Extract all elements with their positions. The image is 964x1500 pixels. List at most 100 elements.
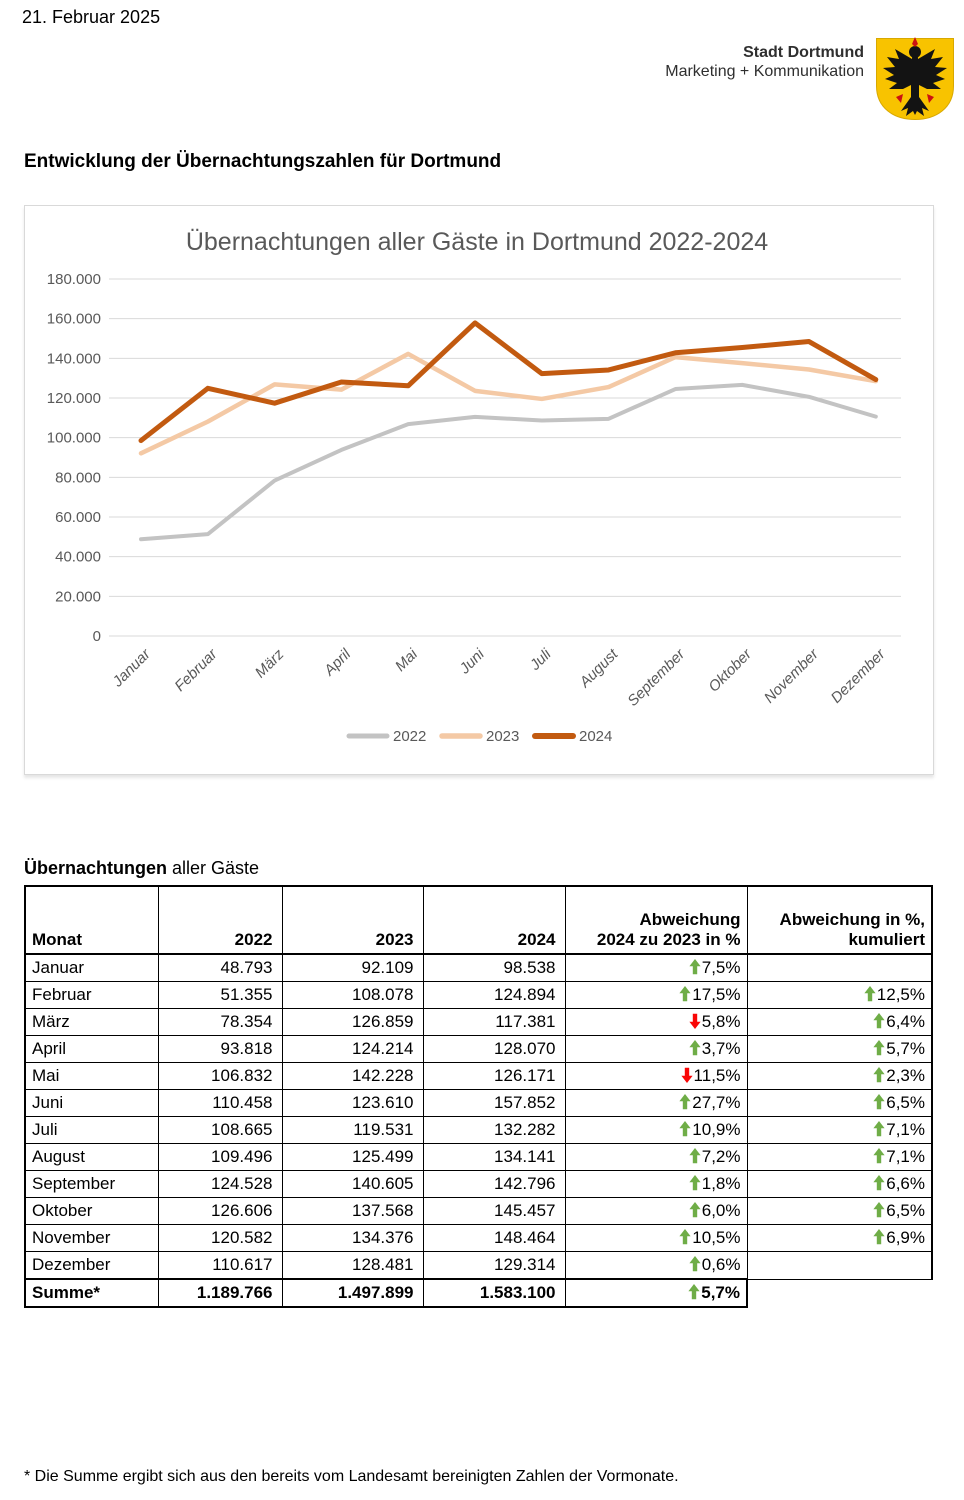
arrow-up-icon <box>873 1202 885 1218</box>
header-monat: Monat <box>24 885 159 955</box>
y-tick-label: 140.000 <box>47 350 101 367</box>
table-row: März 78.354 126.859 117.381 5,8% 6,4% <box>24 1008 933 1036</box>
cell-deviation: 0,6% <box>564 1251 748 1280</box>
cell-2024: 1.583.100 <box>422 1278 566 1308</box>
arrow-up-icon <box>873 1229 885 1245</box>
y-tick-label: 180.000 <box>47 271 101 288</box>
legend-label-2022: 2022 <box>393 728 426 745</box>
arrow-down-icon <box>689 1013 701 1029</box>
cell-month: September <box>24 1170 159 1198</box>
cell-2024: 124.894 <box>422 981 566 1009</box>
arrow-up-icon <box>689 1256 701 1272</box>
cell-cumulated <box>746 1251 933 1280</box>
x-tick-label: Dezember <box>828 645 890 707</box>
cell-deviation: 11,5% <box>564 1062 748 1090</box>
cell-cumulated: 12,5% <box>746 981 933 1009</box>
org-logo-text: Stadt Dortmund Marketing + Kommunikation <box>665 43 864 81</box>
cell-cumulated: 6,9% <box>746 1224 933 1252</box>
cell-2022: 51.355 <box>157 981 283 1009</box>
table-row: Januar 48.793 92.109 98.538 7,5% <box>24 953 933 982</box>
cell-month: April <box>24 1035 159 1063</box>
chart-title: Übernachtungen aller Gäste in Dortmund 2… <box>186 228 768 256</box>
cell-2022: 108.665 <box>157 1116 283 1144</box>
cell-2023: 1.497.899 <box>281 1278 424 1308</box>
cell-2022: 78.354 <box>157 1008 283 1036</box>
cell-2024: 129.314 <box>422 1251 566 1280</box>
table-title: Übernachtungen aller Gäste <box>24 858 259 879</box>
cell-2023: 140.605 <box>281 1170 424 1198</box>
table-row: September 124.528 140.605 142.796 1,8% 6,6% <box>24 1170 933 1198</box>
cell-2022: 109.496 <box>157 1143 283 1171</box>
x-tick-label: Oktober <box>705 645 755 695</box>
y-tick-label: 60.000 <box>55 509 101 526</box>
y-tick-label: 100.000 <box>47 430 101 447</box>
cell-cumulated: 6,6% <box>746 1170 933 1198</box>
cell-2023: 125.499 <box>281 1143 424 1171</box>
x-tick-label: April <box>320 645 354 679</box>
cell-2022: 1.189.766 <box>157 1278 283 1308</box>
table-row: November 120.582 134.376 148.464 10,5% 6,9% <box>24 1224 933 1252</box>
arrow-up-icon <box>679 1121 691 1137</box>
arrow-up-icon <box>873 1175 885 1191</box>
header-cumulated: Abweichung in %, kumuliert <box>746 885 933 955</box>
cell-deviation: 7,2% <box>564 1143 748 1171</box>
arrow-up-icon <box>873 1121 885 1137</box>
y-tick-label: 40.000 <box>55 549 101 566</box>
arrow-up-icon <box>873 1148 885 1164</box>
x-tick-label: Januar <box>109 645 155 691</box>
arrow-up-icon <box>689 959 701 975</box>
cell-month: Dezember <box>24 1251 159 1280</box>
y-tick-label: 20.000 <box>55 588 101 605</box>
arrow-up-icon <box>689 1148 701 1164</box>
cell-cumulated <box>746 953 933 982</box>
cell-2023: 137.568 <box>281 1197 424 1225</box>
cell-2022: 48.793 <box>157 953 283 982</box>
arrow-up-icon <box>679 1229 691 1245</box>
legend-label-2024: 2024 <box>579 728 612 745</box>
x-tick-label: März <box>252 645 288 681</box>
table-row: April 93.818 124.214 128.070 3,7% 5,7% <box>24 1035 933 1063</box>
arrow-up-icon <box>873 1067 885 1083</box>
cell-deviation: 27,7% <box>564 1089 748 1117</box>
cell-month: August <box>24 1143 159 1171</box>
cell-month: Juli <box>24 1116 159 1144</box>
cell-deviation: 7,5% <box>564 953 748 982</box>
cell-cumulated: 7,1% <box>746 1143 933 1171</box>
cell-2023: 124.214 <box>281 1035 424 1063</box>
y-tick-label: 160.000 <box>47 311 101 328</box>
cell-2022: 110.617 <box>157 1251 283 1280</box>
cell-deviation: 10,5% <box>564 1224 748 1252</box>
arrow-up-icon <box>864 986 876 1002</box>
cell-2024: 157.852 <box>422 1089 566 1117</box>
cell-2024: 128.070 <box>422 1035 566 1063</box>
arrow-up-icon <box>873 1094 885 1110</box>
x-tick-label: Mai <box>392 645 422 675</box>
cell-deviation: 1,8% <box>564 1170 748 1198</box>
cell-month: Februar <box>24 981 159 1009</box>
series-line-2024 <box>138 320 879 444</box>
cell-2022: 120.582 <box>157 1224 283 1252</box>
header-2023: 2023 <box>281 885 424 955</box>
cell-2023: 126.859 <box>281 1008 424 1036</box>
overnight-stays-chart: Übernachtungen aller Gäste in Dortmund 2… <box>24 205 934 775</box>
cell-cumulated: 6,5% <box>746 1197 933 1225</box>
cell-2024: 132.282 <box>422 1116 566 1144</box>
coat-of-arms-icon <box>876 37 954 121</box>
cell-month: November <box>24 1224 159 1252</box>
header-2024: 2024 <box>422 885 566 955</box>
cell-2023: 134.376 <box>281 1224 424 1252</box>
org-name: Stadt Dortmund <box>743 44 864 61</box>
y-tick-label: 0 <box>93 628 101 645</box>
arrow-up-icon <box>873 1040 885 1056</box>
x-tick-label: Februar <box>171 645 221 695</box>
page-title: Entwicklung der Übernachtungszahlen für … <box>24 151 502 172</box>
arrow-up-icon <box>688 1284 700 1300</box>
cell-2024: 126.171 <box>422 1062 566 1090</box>
cell-2022: 106.832 <box>157 1062 283 1090</box>
arrow-down-icon <box>680 1067 693 1083</box>
table-row: Juli 108.665 119.531 132.282 10,9% 7,1% <box>24 1116 933 1144</box>
table-row: Dezember 110.617 128.481 129.314 0,6% <box>24 1251 933 1280</box>
cell-cumulated: 6,4% <box>746 1008 933 1036</box>
cell-2023: 92.109 <box>281 953 424 982</box>
cell-deviation: 17,5% <box>564 981 748 1009</box>
